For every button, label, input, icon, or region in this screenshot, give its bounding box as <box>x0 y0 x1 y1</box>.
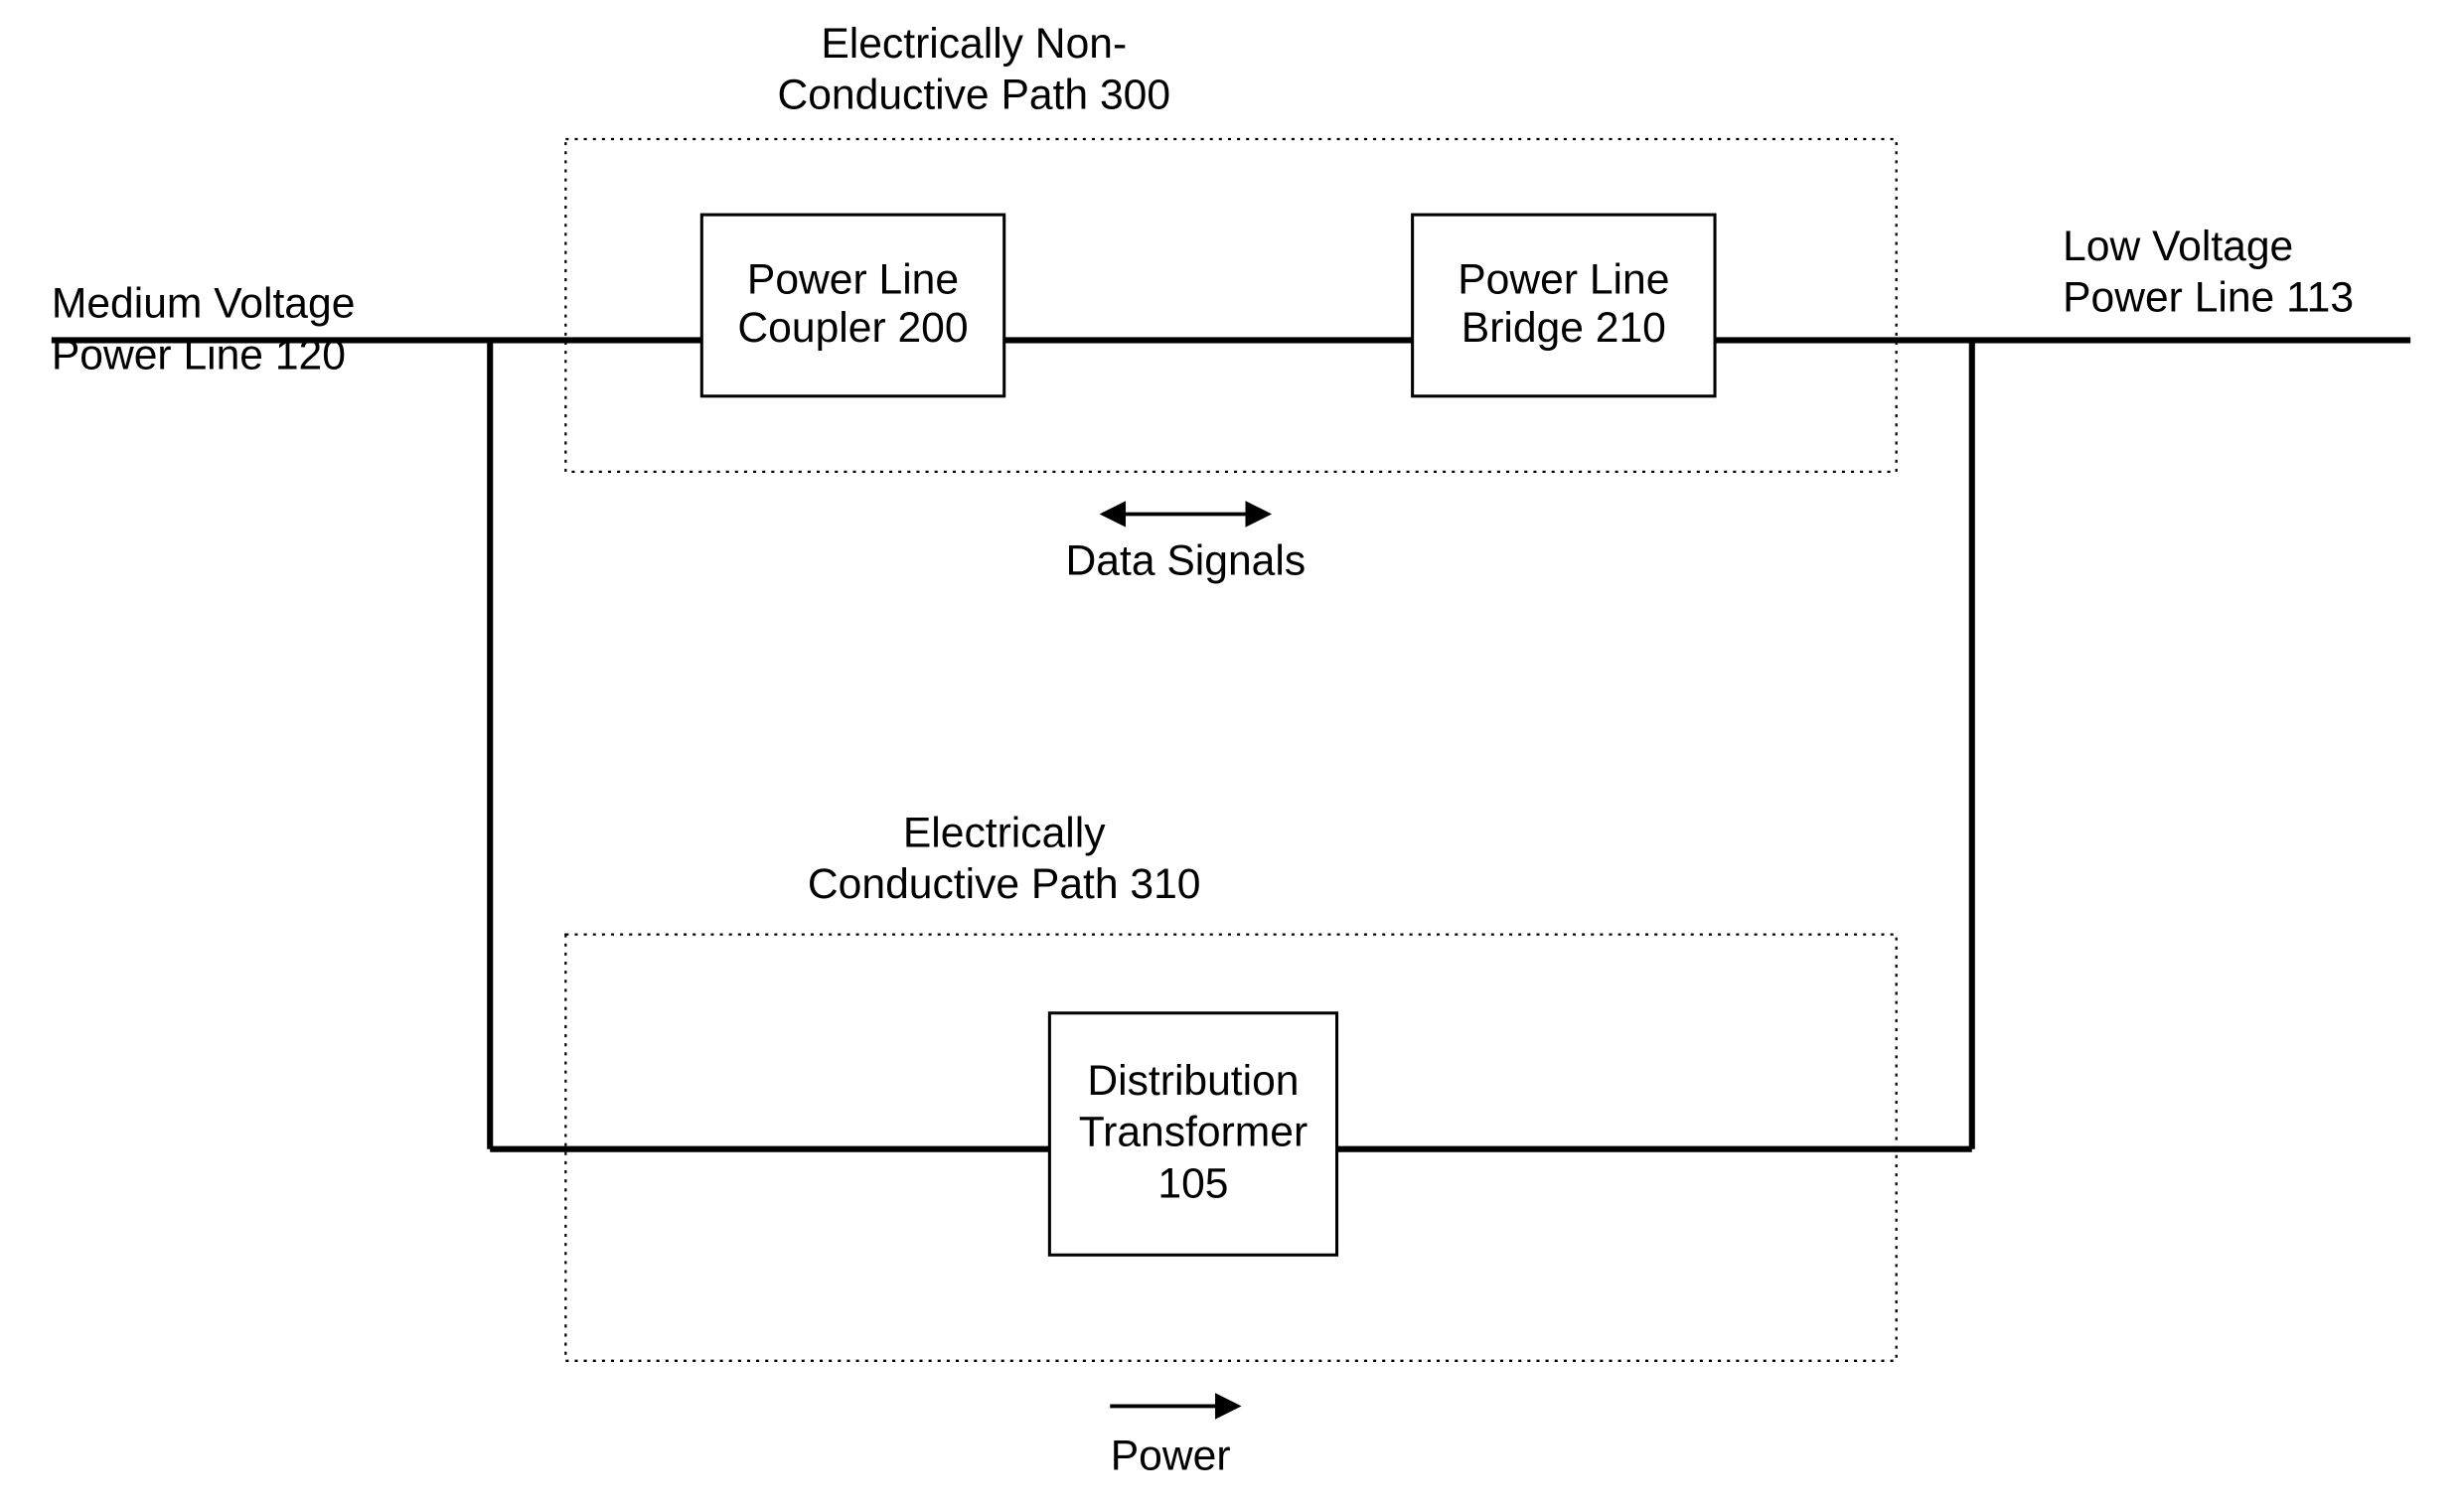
transformer-label-3: 105 <box>1157 1159 1228 1207</box>
top-path-title-2: Conductive Path 300 <box>777 72 1170 119</box>
bottom-path-title-1: Electrically <box>903 809 1106 856</box>
lv-label-2: Power Line 113 <box>2063 274 2354 322</box>
mv-label-1: Medium Voltage <box>52 280 356 328</box>
bridge-label-2: Bridge 210 <box>1462 304 1666 352</box>
block-diagram: Medium Voltage Power Line 120 Low Voltag… <box>0 0 2462 1512</box>
bottom-path-title-2: Conductive Path 310 <box>808 860 1201 908</box>
coupler-label-2: Coupler 200 <box>737 304 968 352</box>
data-signals-label: Data Signals <box>1066 536 1307 584</box>
power-label: Power <box>1111 1432 1231 1479</box>
transformer-label-1: Distribution <box>1087 1057 1299 1105</box>
coupler-label-1: Power Line <box>747 255 959 303</box>
top-path-title-1: Electrically Non- <box>821 20 1127 68</box>
transformer-label-2: Transformer <box>1079 1109 1308 1156</box>
mv-label-2: Power Line 120 <box>52 331 346 378</box>
bridge-label-1: Power Line <box>1458 255 1669 303</box>
lv-label-1: Low Voltage <box>2063 223 2293 270</box>
